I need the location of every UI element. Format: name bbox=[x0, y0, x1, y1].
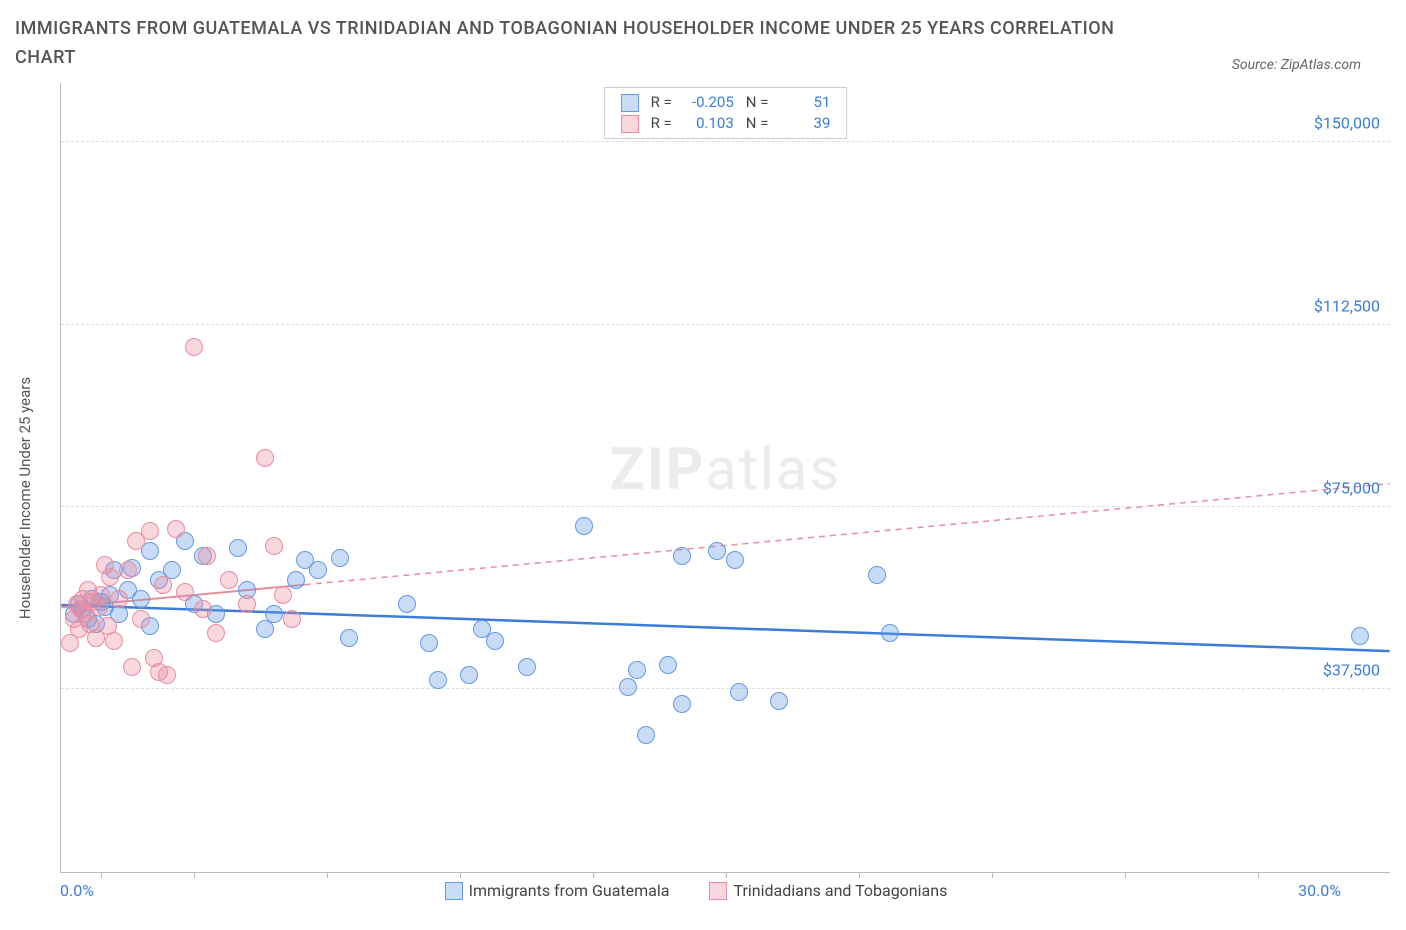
scatter-point-guatemala bbox=[1351, 627, 1369, 645]
series-legend: Immigrants from Guatemala Trinidadians an… bbox=[94, 881, 1298, 901]
r-label: R = bbox=[645, 92, 678, 113]
swatch-guatemala bbox=[445, 882, 463, 900]
scatter-point-guatemala bbox=[730, 683, 748, 701]
scatter-point-trinidad bbox=[207, 624, 225, 642]
scatter-point-trinidad bbox=[167, 520, 185, 538]
scatter-point-guatemala bbox=[659, 656, 677, 674]
r-value: -0.205 bbox=[684, 93, 734, 111]
scatter-point-guatemala bbox=[770, 692, 788, 710]
x-axis-min-label: 0.0% bbox=[60, 881, 94, 900]
scatter-point-guatemala bbox=[619, 678, 637, 696]
scatter-point-trinidad bbox=[283, 610, 301, 628]
scatter-point-trinidad bbox=[198, 547, 216, 565]
scatter-point-trinidad bbox=[105, 632, 123, 650]
scatter-point-guatemala bbox=[265, 605, 283, 623]
x-tick bbox=[327, 872, 328, 878]
gridline bbox=[61, 688, 1390, 689]
swatch-guatemala bbox=[621, 94, 639, 112]
scatter-point-guatemala bbox=[881, 624, 899, 642]
x-tick bbox=[1258, 872, 1259, 878]
scatter-plot: ZIPatlas R = -0.205 N = 51 R = 0.103 N = 39 $37… bbox=[60, 83, 1390, 873]
n-label: N = bbox=[740, 92, 775, 113]
scatter-point-trinidad bbox=[220, 571, 238, 589]
x-tick bbox=[859, 872, 860, 878]
x-tick bbox=[593, 872, 594, 878]
scatter-point-guatemala bbox=[726, 551, 744, 569]
scatter-point-guatemala bbox=[309, 561, 327, 579]
header: IMMIGRANTS FROM GUATEMALA VS TRINIDADIAN… bbox=[15, 15, 1391, 73]
scatter-point-trinidad bbox=[256, 449, 274, 467]
scatter-point-guatemala bbox=[429, 671, 447, 689]
scatter-point-guatemala bbox=[628, 661, 646, 679]
scatter-point-guatemala bbox=[340, 629, 358, 647]
x-tick bbox=[101, 872, 102, 878]
scatter-point-guatemala bbox=[398, 595, 416, 613]
scatter-point-guatemala bbox=[229, 539, 247, 557]
gridline bbox=[61, 141, 1390, 142]
gridline bbox=[61, 506, 1390, 507]
y-tick-label: $37,500 bbox=[1323, 661, 1380, 680]
scatter-point-guatemala bbox=[331, 549, 349, 567]
source-label: Source: ZipAtlas.com bbox=[1232, 57, 1391, 73]
scatter-point-trinidad bbox=[274, 586, 292, 604]
x-axis-max-label: 30.0% bbox=[1298, 881, 1391, 900]
scatter-point-trinidad bbox=[92, 586, 110, 604]
scatter-point-trinidad bbox=[194, 600, 212, 618]
scatter-point-guatemala bbox=[708, 542, 726, 560]
gridline bbox=[61, 324, 1390, 325]
scatter-point-trinidad bbox=[101, 568, 119, 586]
scatter-point-guatemala bbox=[420, 634, 438, 652]
legend-label: Immigrants from Guatemala bbox=[469, 881, 670, 900]
y-axis-label: Householder Income Under 25 years bbox=[16, 376, 34, 618]
scatter-point-guatemala bbox=[460, 666, 478, 684]
scatter-point-guatemala bbox=[637, 726, 655, 744]
y-tick-label: $150,000 bbox=[1314, 114, 1380, 133]
trend-line-dashed-trinidad bbox=[305, 483, 1390, 584]
scatter-point-trinidad bbox=[185, 338, 203, 356]
watermark: ZIPatlas bbox=[610, 436, 842, 504]
legend-label: Trinidadians and Tobagonians bbox=[733, 881, 947, 900]
scatter-point-guatemala bbox=[868, 566, 886, 584]
scatter-point-guatemala bbox=[673, 695, 691, 713]
scatter-point-trinidad bbox=[141, 522, 159, 540]
y-tick-label: $112,500 bbox=[1314, 296, 1380, 315]
scatter-point-trinidad bbox=[123, 658, 141, 676]
scatter-point-guatemala bbox=[486, 632, 504, 650]
stats-row-guatemala: R = -0.205 N = 51 bbox=[615, 92, 837, 113]
legend-item-trinidad: Trinidadians and Tobagonians bbox=[709, 881, 947, 901]
stats-legend: R = -0.205 N = 51 R = 0.103 N = 39 bbox=[604, 87, 848, 139]
stats-row-trinidad: R = 0.103 N = 39 bbox=[615, 113, 837, 134]
x-axis-row: 0.0% Immigrants from Guatemala Trinidadia… bbox=[60, 881, 1391, 901]
scatter-point-guatemala bbox=[287, 571, 305, 589]
scatter-point-trinidad bbox=[176, 583, 194, 601]
x-tick bbox=[194, 872, 195, 878]
trend-lines bbox=[61, 83, 1390, 872]
scatter-point-trinidad bbox=[158, 666, 176, 684]
chart-container: Householder Income Under 25 years ZIPatl… bbox=[15, 83, 1391, 901]
scatter-point-trinidad bbox=[265, 537, 283, 555]
swatch-trinidad bbox=[621, 115, 639, 133]
scatter-point-guatemala bbox=[132, 590, 150, 608]
x-tick bbox=[460, 872, 461, 878]
n-value: 51 bbox=[780, 93, 830, 111]
scatter-point-trinidad bbox=[119, 561, 137, 579]
n-value: 39 bbox=[780, 114, 830, 132]
scatter-point-guatemala bbox=[518, 658, 536, 676]
swatch-trinidad bbox=[709, 882, 727, 900]
r-label: R = bbox=[645, 113, 678, 134]
r-value: 0.103 bbox=[684, 114, 734, 132]
chart-title: IMMIGRANTS FROM GUATEMALA VS TRINIDADIAN… bbox=[15, 15, 1115, 73]
scatter-point-guatemala bbox=[575, 517, 593, 535]
scatter-point-trinidad bbox=[238, 595, 256, 613]
scatter-point-trinidad bbox=[110, 590, 128, 608]
x-tick bbox=[1125, 872, 1126, 878]
x-tick bbox=[992, 872, 993, 878]
scatter-point-trinidad bbox=[154, 576, 172, 594]
n-label: N = bbox=[740, 113, 775, 134]
legend-item-guatemala: Immigrants from Guatemala bbox=[445, 881, 670, 901]
y-tick-label: $75,000 bbox=[1323, 478, 1380, 497]
x-tick bbox=[726, 872, 727, 878]
scatter-point-trinidad bbox=[132, 610, 150, 628]
scatter-point-guatemala bbox=[673, 547, 691, 565]
